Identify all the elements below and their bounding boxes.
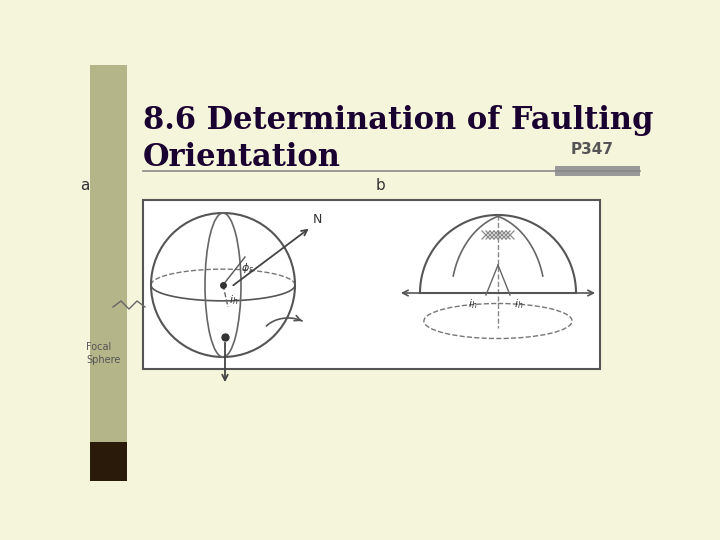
Text: 8.6 Determination of Faulting: 8.6 Determination of Faulting xyxy=(143,105,653,136)
Text: $i_h$: $i_h$ xyxy=(229,293,238,307)
FancyBboxPatch shape xyxy=(143,200,600,369)
FancyBboxPatch shape xyxy=(555,166,640,176)
Text: P347: P347 xyxy=(570,142,613,157)
Text: N: N xyxy=(313,213,323,226)
Text: b: b xyxy=(376,178,386,193)
Text: Orientation: Orientation xyxy=(143,142,341,173)
Text: $\phi_s$: $\phi_s$ xyxy=(241,261,254,275)
FancyBboxPatch shape xyxy=(90,442,127,481)
Text: $i_h$: $i_h$ xyxy=(514,297,523,311)
Text: $i_h$: $i_h$ xyxy=(468,297,477,311)
Text: Focal
Sphere: Focal Sphere xyxy=(86,342,120,365)
FancyBboxPatch shape xyxy=(90,65,127,481)
Text: a: a xyxy=(80,178,89,193)
